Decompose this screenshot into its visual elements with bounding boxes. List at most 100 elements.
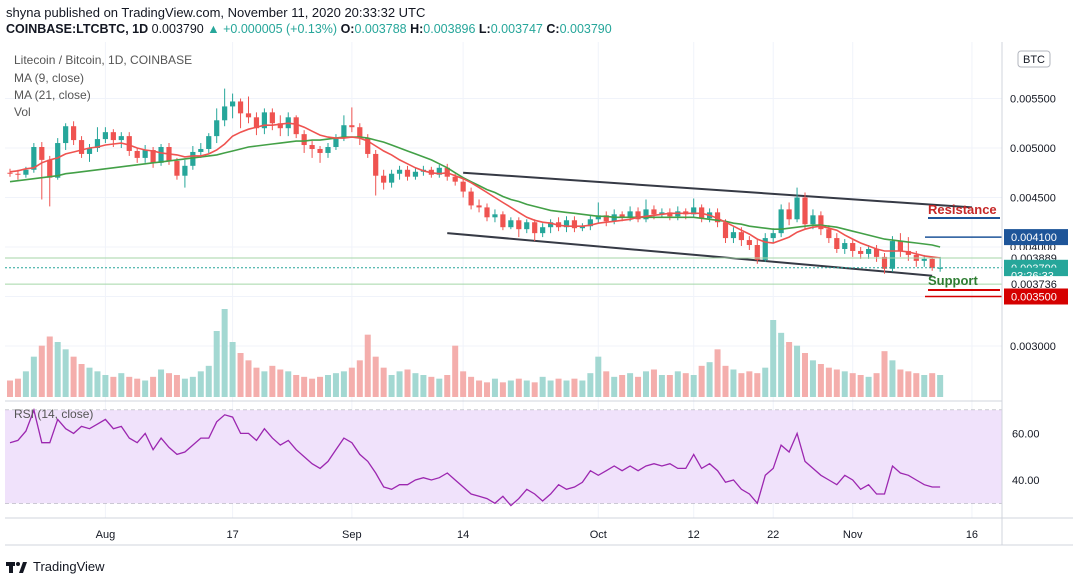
volume-bar	[714, 349, 721, 397]
candle-body	[866, 248, 872, 254]
volume-bar	[78, 364, 85, 397]
candle-body	[635, 211, 641, 220]
candlesticks	[7, 88, 943, 274]
candle-body	[595, 215, 601, 220]
rsi-tick-label: 40.00	[1012, 475, 1040, 487]
volume-bar	[841, 371, 848, 397]
volume-bar	[595, 356, 602, 397]
legend-ma9: MA (9, close)	[14, 71, 84, 85]
volume-bar	[309, 378, 316, 397]
candle-body	[452, 176, 458, 182]
volume-bar	[62, 349, 69, 397]
volume-bar	[817, 364, 824, 397]
volume-bar	[857, 375, 864, 397]
volume-bar	[929, 373, 936, 397]
volume-bar	[269, 365, 276, 397]
high-value: 0.003896	[423, 22, 476, 36]
footer-branding[interactable]: TradingView	[6, 559, 105, 574]
volume-bar	[587, 373, 594, 397]
price-badge	[1004, 288, 1068, 305]
volume-bar	[70, 356, 77, 397]
volume-bar	[778, 332, 785, 397]
candle-body	[7, 172, 13, 174]
volume-bar	[523, 380, 530, 397]
currency-badge[interactable]: BTC	[1017, 50, 1051, 68]
candle-body	[150, 149, 156, 163]
candle-body	[174, 160, 180, 176]
volume-bar	[237, 353, 244, 397]
symbol-quote-line: COINBASE:LTCBTC, 1D 0.003790 ▲ +0.000005…	[6, 22, 612, 36]
candle-body	[540, 227, 546, 234]
volume-bar	[555, 378, 562, 397]
legend-rsi: RSI (14, close)	[14, 407, 93, 421]
volume-bar	[213, 331, 220, 397]
candle-body	[412, 171, 419, 177]
candle-body	[214, 120, 220, 137]
close-label: C:	[546, 22, 560, 36]
volume-bar	[897, 369, 904, 397]
ma9-line	[9, 122, 941, 259]
rsi-line	[9, 407, 941, 507]
channel-lines[interactable]	[447, 171, 973, 277]
volume-bar	[197, 371, 204, 397]
candle-body	[349, 125, 355, 128]
volume-bar	[253, 367, 260, 397]
volume-bar	[388, 375, 395, 397]
close-value: 0.003790	[559, 22, 612, 36]
x-tick-label: 22	[767, 529, 779, 541]
volume-bar	[643, 371, 649, 397]
volume-bar	[722, 365, 729, 397]
volume-bar	[325, 375, 331, 397]
volume-bar	[825, 367, 832, 397]
candle-body	[532, 222, 538, 234]
volume-bar	[404, 369, 411, 397]
candle-body	[818, 215, 824, 230]
candle-body	[198, 148, 204, 152]
support-annotation: Support	[928, 273, 1000, 291]
volume-bar	[635, 376, 642, 397]
volume-bar	[476, 380, 483, 397]
volume-bar	[229, 342, 236, 397]
volume-bar	[7, 380, 13, 397]
volume-bar	[436, 378, 443, 397]
candle-body	[905, 250, 911, 255]
x-tick-label: 16	[966, 529, 978, 541]
open-value: 0.003788	[354, 22, 407, 36]
volume-bar	[833, 369, 840, 397]
candle-body	[730, 232, 737, 239]
x-tick-label: 17	[226, 529, 238, 541]
candle-body	[881, 256, 888, 269]
volume-bar	[531, 382, 538, 397]
candle-body	[134, 150, 140, 158]
volume-bar	[491, 378, 498, 397]
x-tick-label: Nov	[843, 529, 863, 541]
volume-bar	[881, 351, 888, 397]
candle-body	[23, 169, 29, 175]
candle-body	[587, 219, 593, 227]
candle-body	[937, 267, 943, 269]
volume-bar	[277, 369, 284, 397]
candle-body	[889, 241, 896, 269]
x-tick-label: Sep	[342, 529, 362, 541]
volume-bar	[738, 373, 745, 397]
candle-body	[325, 147, 331, 153]
volume-bar	[205, 365, 212, 397]
volume-bar	[674, 371, 681, 397]
candle-body	[277, 123, 283, 129]
candle-body	[55, 143, 61, 178]
rsi-tick-label: 60.00	[1012, 428, 1040, 440]
volume-bar	[809, 360, 816, 397]
volume-bar	[762, 367, 769, 397]
price-change: +0.000005 (+0.13%)	[223, 22, 338, 36]
candle-body	[548, 222, 554, 228]
candle-body	[492, 214, 498, 218]
candle-body	[110, 132, 116, 141]
chart-header: shyna published on TradingView.com, Nove…	[0, 0, 1073, 42]
x-tick-label: Oct	[590, 529, 607, 541]
candle-body	[182, 165, 188, 176]
candle-body	[722, 222, 729, 239]
volume-bar	[873, 373, 880, 397]
candle-body	[396, 169, 403, 174]
candle-body	[253, 117, 260, 129]
